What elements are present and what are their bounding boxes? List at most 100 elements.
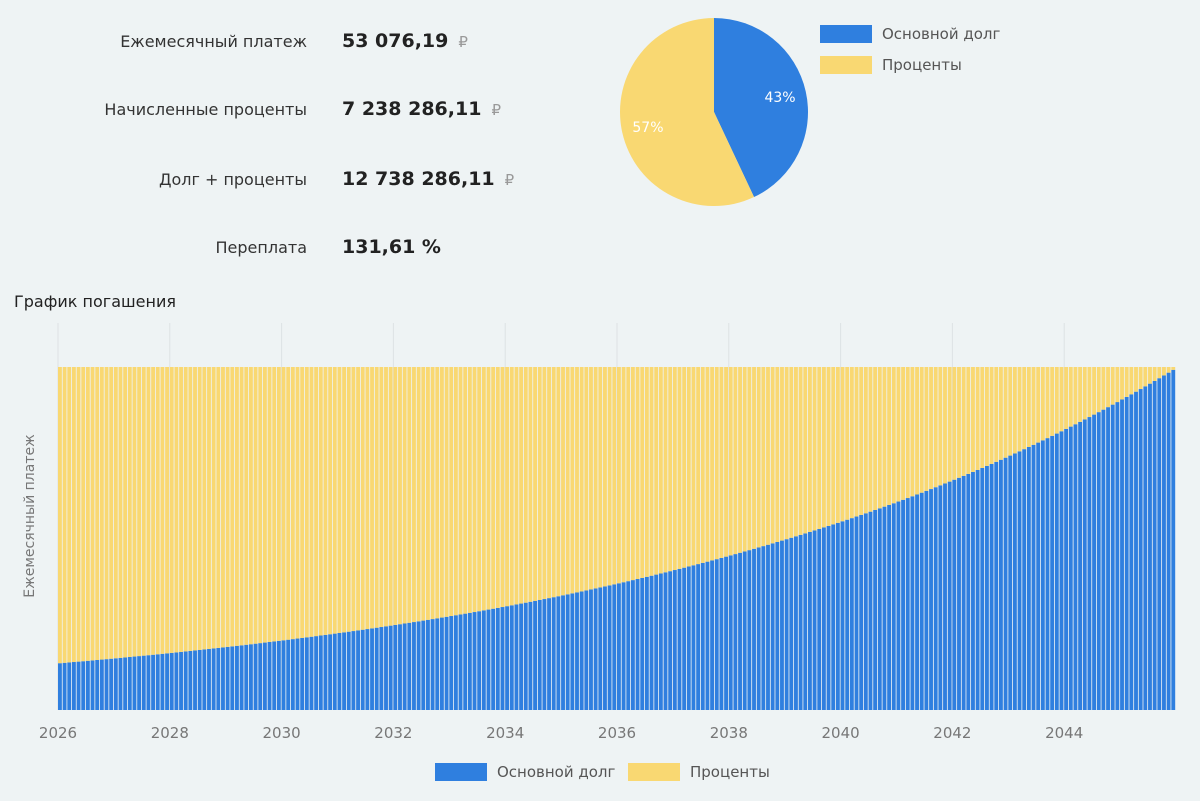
bar-principal — [985, 465, 989, 710]
bar-legend-interest[interactable]: Проценты — [628, 763, 770, 781]
bar-principal — [728, 555, 733, 710]
bar-interest — [817, 367, 822, 529]
bar-interest — [752, 367, 756, 549]
bar-principal — [677, 568, 682, 710]
bar-interest — [877, 367, 882, 509]
bar-principal — [807, 531, 812, 710]
bar-interest — [575, 367, 579, 593]
bar-principal — [821, 527, 826, 710]
bar-interest — [1017, 367, 1022, 452]
pie-legend-interest[interactable]: Проценты — [820, 56, 962, 74]
bar-interest — [416, 367, 421, 622]
bar-principal — [598, 587, 603, 710]
bar-principal — [710, 560, 715, 710]
bar-principal — [360, 629, 365, 710]
bar-interest — [439, 367, 444, 618]
bar-principal — [859, 514, 864, 710]
bar-interest — [807, 367, 812, 532]
bar-interest — [747, 367, 752, 551]
bar-interest — [537, 367, 542, 600]
bar-principal — [314, 636, 319, 710]
bar-interest — [328, 367, 333, 635]
bar-legend-principal[interactable]: Основной долг — [435, 763, 615, 781]
bar-principal — [239, 645, 244, 710]
bar-interest — [276, 367, 281, 641]
bar-principal — [980, 467, 985, 710]
bar-principal — [258, 643, 263, 710]
value: 12 738 286,11 ₽ — [342, 168, 515, 190]
bar-principal — [682, 567, 687, 710]
bar-interest — [295, 367, 300, 639]
pie-label: 57% — [632, 120, 663, 136]
bar-principal — [449, 616, 454, 710]
bar-principal — [207, 648, 211, 710]
bar-interest — [491, 367, 496, 609]
bar-interest — [467, 367, 472, 613]
x-tick-label: 2030 — [263, 724, 301, 742]
bar-principal — [113, 658, 118, 710]
bar-interest — [863, 367, 868, 514]
bar-interest — [216, 367, 221, 648]
bar-principal — [1040, 440, 1045, 710]
bar-principal — [179, 651, 183, 710]
bar-interest — [770, 367, 775, 544]
bar-interest — [589, 367, 593, 590]
bar-interest — [896, 367, 901, 502]
bar-principal — [267, 642, 272, 710]
bar-principal — [770, 543, 775, 710]
bars — [58, 367, 1176, 710]
bar-interest — [719, 367, 724, 558]
bar-principal — [626, 581, 631, 710]
bar-interest — [849, 367, 854, 519]
bar-interest — [617, 367, 621, 584]
bar-interest — [267, 367, 272, 643]
bar-interest — [272, 367, 277, 642]
bar-principal — [174, 652, 179, 710]
bar-principal — [67, 662, 72, 710]
bar-principal — [873, 510, 878, 710]
bar-interest — [728, 367, 733, 556]
bar-interest — [985, 367, 989, 466]
bar-principal — [346, 631, 351, 710]
bar-principal — [896, 501, 901, 710]
bar-principal — [738, 552, 742, 710]
bar-principal — [542, 599, 547, 710]
bar-principal — [216, 647, 221, 710]
bar-interest — [151, 367, 156, 655]
bar-principal — [374, 627, 379, 710]
bar-interest — [388, 367, 393, 626]
bar-interest — [868, 367, 873, 512]
bar-interest — [1106, 367, 1110, 408]
bar-principal — [276, 640, 281, 710]
monthly-payment-row: Ежемесячный платеж 53 076,19 ₽ — [0, 30, 600, 60]
bar-principal — [579, 591, 584, 710]
bar-principal — [565, 594, 570, 710]
bar-principal — [421, 620, 426, 710]
value: 53 076,19 ₽ — [342, 30, 468, 52]
bar-principal — [58, 663, 62, 710]
bar-interest — [654, 367, 659, 575]
bar-interest — [286, 367, 291, 640]
bar-principal — [402, 623, 407, 710]
bar-principal — [663, 572, 668, 710]
bar-principal — [794, 536, 798, 710]
bar-interest — [961, 367, 966, 476]
bar-principal — [877, 508, 882, 710]
pie-legend-principal[interactable]: Основной долг — [820, 25, 1000, 43]
bar-principal — [556, 596, 561, 710]
bar-interest — [696, 367, 701, 565]
bar-principal — [803, 533, 808, 710]
pie-chart: 43% 57% — [620, 18, 808, 206]
bar-principal — [463, 613, 468, 710]
bar-principal — [407, 622, 412, 710]
bar-interest — [1040, 367, 1045, 441]
bar-principal — [109, 658, 114, 710]
bar-principal — [551, 597, 556, 710]
bar-principal — [467, 612, 472, 710]
bar-principal — [817, 528, 822, 710]
y-axis-label: Ежемесячный платеж — [22, 434, 38, 598]
bar-interest — [81, 367, 86, 662]
bar-interest — [486, 367, 491, 610]
x-tick-label: 2042 — [933, 724, 971, 742]
bar-interest — [1026, 367, 1031, 447]
